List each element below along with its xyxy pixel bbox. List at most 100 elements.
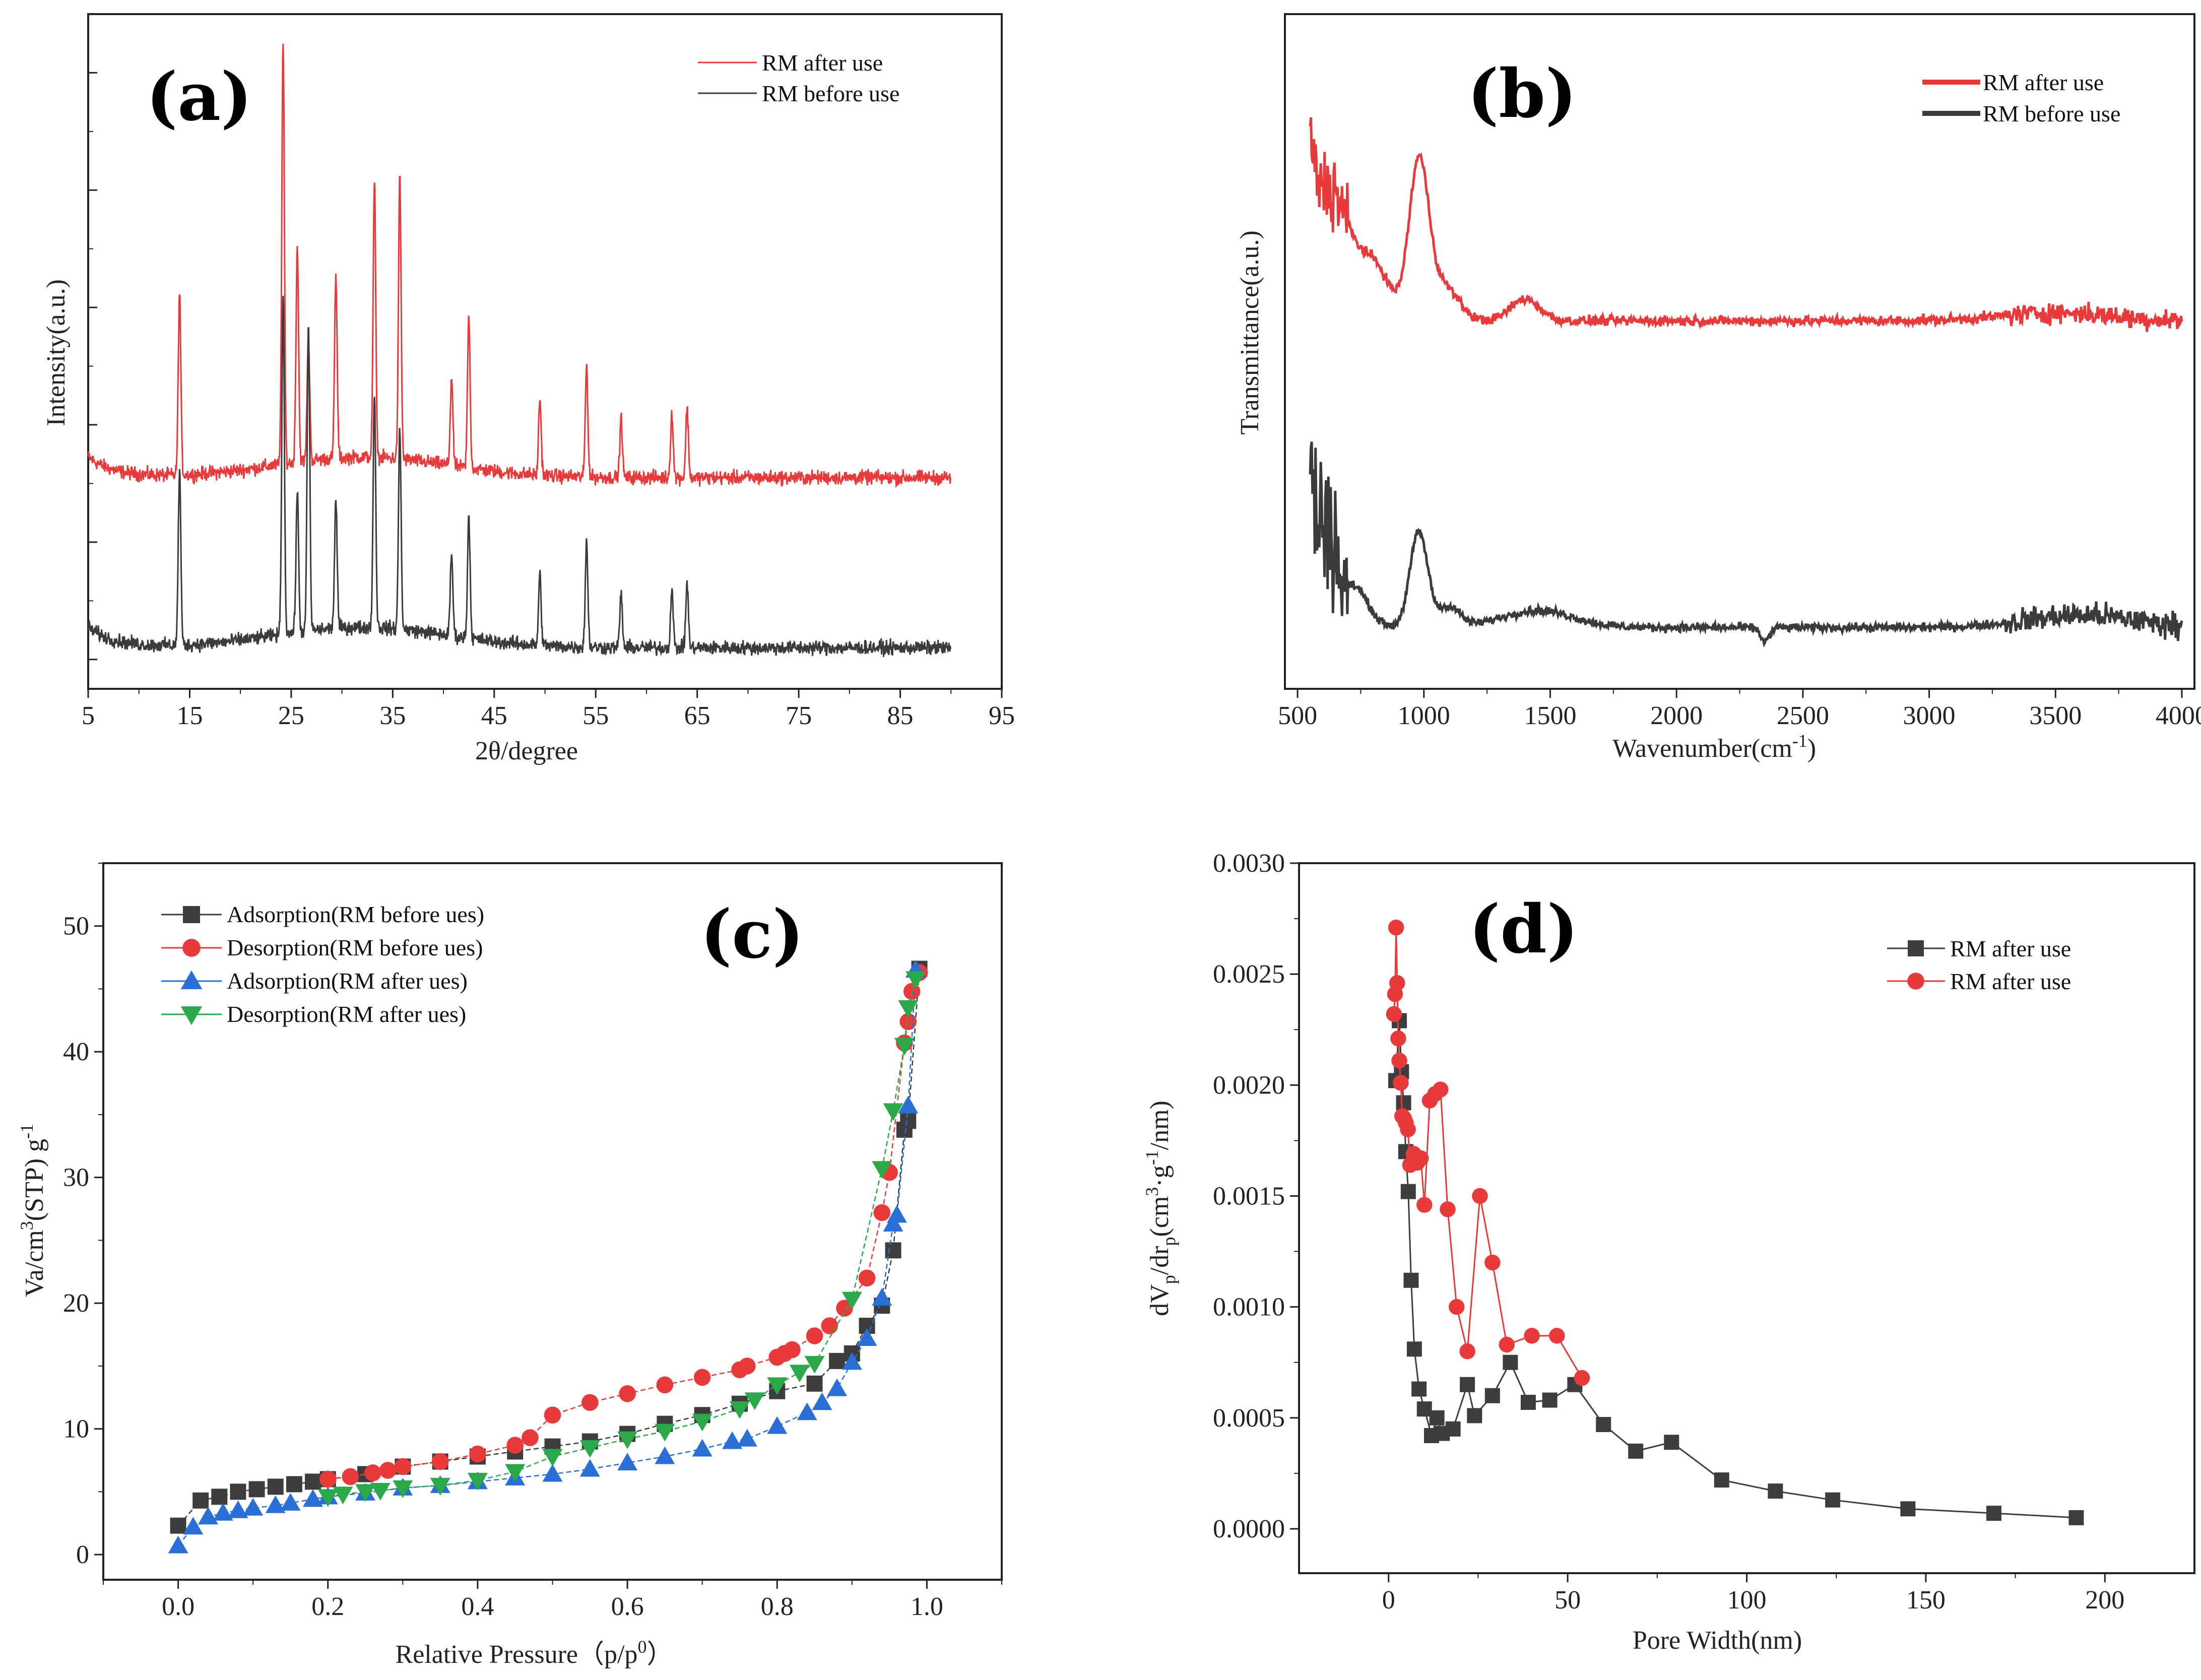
x-tick-label: 1500: [1524, 701, 1576, 730]
data-point: [431, 1453, 449, 1470]
x-tick-label: 1000: [1398, 701, 1450, 730]
data-point: [655, 1446, 675, 1464]
x-tick-label: 2500: [1777, 701, 1829, 730]
data-point: [655, 1424, 675, 1442]
panel-d-x-axis-label: Pore Width(nm): [1633, 1626, 1802, 1655]
data-point: [1416, 1197, 1433, 1213]
data-point: [393, 1480, 413, 1498]
data-point: [693, 1369, 711, 1386]
panel-a-legend: RM after use RM before use: [698, 50, 899, 106]
data-point: [1499, 1336, 1515, 1353]
data-point: [692, 1413, 713, 1432]
data-point: [806, 1327, 823, 1344]
panel-b-x-axis-label: Wavenumber(cm-1): [1612, 731, 1816, 763]
x-tick-label: 0.2: [311, 1592, 344, 1621]
data-point: [1768, 1483, 1783, 1499]
data-point: [841, 1291, 862, 1310]
data-point: [1433, 1081, 1449, 1097]
data-point: [248, 1481, 265, 1498]
data-point: [2068, 1510, 2084, 1525]
data-point: [827, 1378, 848, 1396]
data-point: [183, 1517, 204, 1535]
legend-swatch-marker-3: [180, 1006, 203, 1025]
data-point: [1549, 1328, 1565, 1344]
x-tick-label: 4000: [2156, 701, 2201, 730]
data-point: [1400, 1121, 1416, 1138]
data-point: [544, 1406, 561, 1424]
data-point: [581, 1394, 599, 1411]
panel-d-pore-distribution: (d) 0 50 100 150 200 0.0000 0.0005 0.0010 0.001…: [1142, 849, 2195, 1655]
trace-rm-before-use: [1309, 441, 2183, 648]
legend-swatch-marker-2: [180, 970, 203, 989]
data-point: [1520, 1394, 1536, 1410]
data-point: [198, 1507, 219, 1525]
data-point: [267, 1478, 284, 1495]
data-point: [1900, 1501, 1916, 1517]
panel-c-label: (c): [700, 895, 804, 974]
series-line-3: [328, 979, 917, 1498]
y-tick-label: 0.0030: [1213, 849, 1285, 878]
data-point: [192, 1492, 209, 1509]
data-point: [804, 1355, 825, 1374]
panel-a-y-axis-label: Intensity(a.u.): [42, 279, 71, 426]
data-point: [784, 1341, 801, 1359]
panel-a-x-ticks: 5 15 25 35 45 55 65 75 85 95: [82, 689, 1015, 730]
x-tick-label: 25: [278, 701, 304, 730]
y-tick-label: 30: [63, 1164, 89, 1192]
panel-c-legend-label-2: Adsorption(RM after ues): [227, 968, 468, 994]
x-tick-label: 15: [176, 701, 203, 730]
data-point: [1403, 1272, 1419, 1288]
data-point: [1503, 1354, 1518, 1370]
x-tick-label: 45: [481, 701, 507, 730]
data-point: [364, 1464, 381, 1481]
panel-b-traces: [1309, 117, 2183, 648]
data-point: [617, 1452, 638, 1470]
data-point: [1986, 1506, 2001, 1521]
data-point: [243, 1498, 264, 1516]
data-point: [228, 1500, 248, 1518]
panel-a-legend-before: RM before use: [762, 81, 899, 106]
data-point: [873, 1204, 891, 1221]
data-point: [829, 1352, 846, 1369]
data-point: [1396, 1095, 1411, 1111]
x-tick-label: 50: [1555, 1586, 1581, 1614]
panel-b-x-ticks: 500 1000 1500 2000 2500 3000 3500 4000: [1278, 689, 2201, 730]
panel-d-y-ticks: 0.0000 0.0005 0.0010 0.0015 0.0020 0.0025 0.00…: [1213, 849, 1299, 1543]
data-point: [522, 1429, 539, 1446]
y-tick-label: 0.0015: [1213, 1182, 1285, 1210]
data-point: [886, 1205, 907, 1223]
x-tick-label: 150: [1906, 1586, 1946, 1614]
data-point: [905, 971, 926, 989]
data-point: [885, 1242, 901, 1259]
data-point: [305, 1473, 321, 1490]
panel-a-xrd: (a) 5 15 25 35 45 55 65 75 85 95 2θ/degree Intens…: [42, 13, 1015, 765]
data-point: [821, 1317, 838, 1334]
data-point: [1460, 1377, 1475, 1392]
panel-d-legend-label-1: RM after use: [1950, 968, 2071, 994]
data-point: [355, 1484, 376, 1502]
data-point: [722, 1431, 743, 1449]
panel-b-y-axis-label: Transmittance(a.u.): [1236, 230, 1264, 434]
data-point: [342, 1468, 359, 1485]
data-point: [1472, 1188, 1488, 1204]
legend-swatch-marker-1: [1907, 973, 1924, 990]
panel-c-x-axis-label: Relative Pressure（p/p0）: [396, 1637, 673, 1669]
panel-c-legend-label-0: Adsorption(RM before ues): [227, 901, 484, 927]
panel-c-legend: Adsorption(RM before ues) Desorption(RM …: [161, 901, 484, 1027]
series-line-1: [328, 972, 920, 1480]
data-point: [1411, 1381, 1427, 1397]
data-point: [394, 1458, 412, 1475]
data-point: [872, 1288, 892, 1306]
data-point: [370, 1482, 391, 1501]
data-point: [303, 1489, 323, 1507]
y-tick-label: 40: [63, 1038, 89, 1066]
data-point: [767, 1416, 788, 1434]
data-point: [737, 1429, 757, 1447]
data-point: [317, 1489, 338, 1507]
data-point: [617, 1431, 638, 1449]
legend-swatch-marker-0: [183, 906, 200, 923]
panel-b-legend-after: RM after use: [1983, 70, 2104, 95]
data-point: [230, 1483, 246, 1500]
data-point: [894, 1038, 915, 1056]
data-point: [898, 1000, 919, 1018]
